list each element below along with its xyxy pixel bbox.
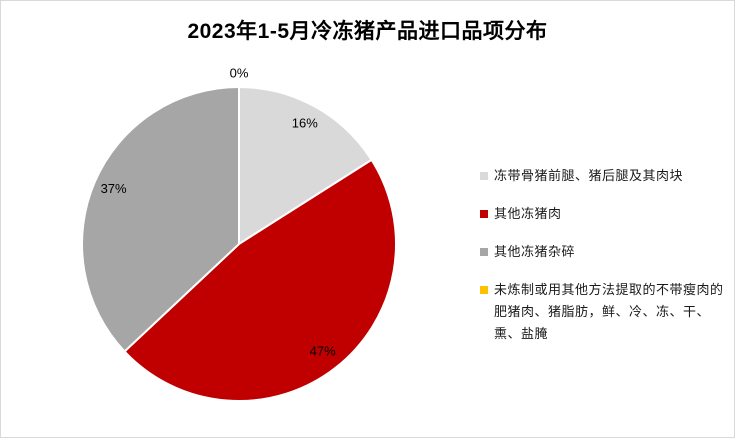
pie-percent-label: 0% [230, 65, 249, 80]
pie-slice [81, 86, 240, 353]
legend-item: 未炼制或用其他方法提取的不带瘦肉的肥猪肉、猪脂肪，鲜、冷、冻、干、熏、盐腌 [480, 279, 732, 345]
legend-item: 冻带骨猪前腿、猪后腿及其肉块 [480, 165, 732, 187]
legend-swatch-icon [480, 248, 488, 256]
legend-item: 其他冻猪杂碎 [480, 241, 732, 263]
legend-item: 其他冻猪肉 [480, 203, 732, 225]
legend-item-label: 未炼制或用其他方法提取的不带瘦肉的肥猪肉、猪脂肪，鲜、冷、冻、干、熏、盐腌 [494, 282, 724, 341]
legend-item-label: 冻带骨猪前腿、猪后腿及其肉块 [494, 168, 684, 183]
legend-swatch-icon [480, 286, 488, 294]
legend-item-label: 其他冻猪杂碎 [494, 244, 576, 259]
pie-percent-label: 16% [292, 116, 318, 131]
legend-item-label: 其他冻猪肉 [494, 206, 562, 221]
legend: 冻带骨猪前腿、猪后腿及其肉块 其他冻猪肉 其他冻猪杂碎 未炼制或用其他方法提取的… [480, 165, 732, 345]
pie-percent-label: 47% [310, 343, 336, 358]
pie-slice [123, 158, 397, 402]
legend-swatch-icon [480, 210, 488, 218]
chart-title: 2023年1-5月冷冻猪产品进口品项分布 [187, 20, 548, 43]
pie-slice [238, 86, 373, 245]
legend-swatch-icon [480, 172, 488, 180]
pie-percent-label: 37% [101, 181, 127, 196]
